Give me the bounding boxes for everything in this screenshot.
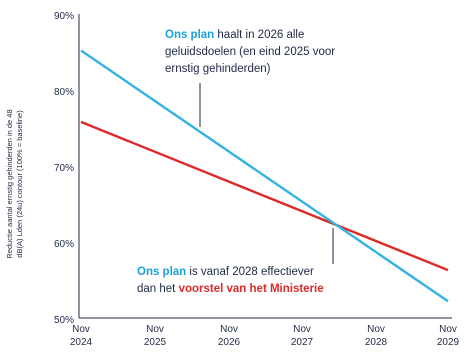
x-tick-label: Nov 2025 (144, 324, 167, 348)
svg-text:Nov: Nov (72, 324, 90, 335)
x-tick-label: Nov 2026 (218, 324, 241, 348)
svg-text:Nov: Nov (220, 324, 238, 335)
series-line-ministerie (80, 120, 449, 272)
y-axis-label-line1: Reductie aantal ernstig gehinderden in d… (5, 109, 14, 258)
svg-text:2029: 2029 (437, 337, 460, 348)
svg-text:2026: 2026 (218, 337, 241, 348)
x-tick-label: Nov 2029 (437, 324, 460, 348)
svg-text:Nov: Nov (367, 324, 385, 335)
annotation-bottom-line2: dan het voorstel van het Ministerie (137, 283, 324, 295)
x-tick-label: Nov 2027 (291, 324, 314, 348)
y-tick-label: 90% (54, 11, 74, 22)
annotation-top-line3: ernstig gehinderden) (165, 63, 271, 75)
annotation-bottom-line1: Ons plan is vanaf 2028 effectiever (137, 266, 314, 278)
svg-text:Nov: Nov (439, 324, 457, 335)
y-tick-label: 50% (54, 315, 74, 326)
annotation-top-line2: geluidsdoelen (en eind 2025 voor (165, 46, 335, 58)
svg-text:Nov: Nov (293, 324, 311, 335)
svg-text:2027: 2027 (291, 337, 314, 348)
series-line-ons-plan (80, 49, 449, 303)
svg-text:2028: 2028 (365, 337, 388, 348)
x-tick-label: Nov 2028 (365, 324, 388, 348)
y-tick-label: 80% (54, 87, 74, 98)
svg-text:2024: 2024 (70, 337, 93, 348)
y-tick-label: 70% (54, 163, 74, 174)
svg-text:Nov: Nov (146, 324, 164, 335)
annotation-top-line1: Ons plan haalt in 2026 alle (165, 29, 304, 41)
y-tick-label: 60% (54, 239, 74, 250)
x-tick-label: Nov 2024 (70, 324, 93, 348)
svg-text:2025: 2025 (144, 337, 167, 348)
y-axis-label-line2: dB(A) Lden (24u) contour (100% = baselin… (15, 110, 24, 258)
